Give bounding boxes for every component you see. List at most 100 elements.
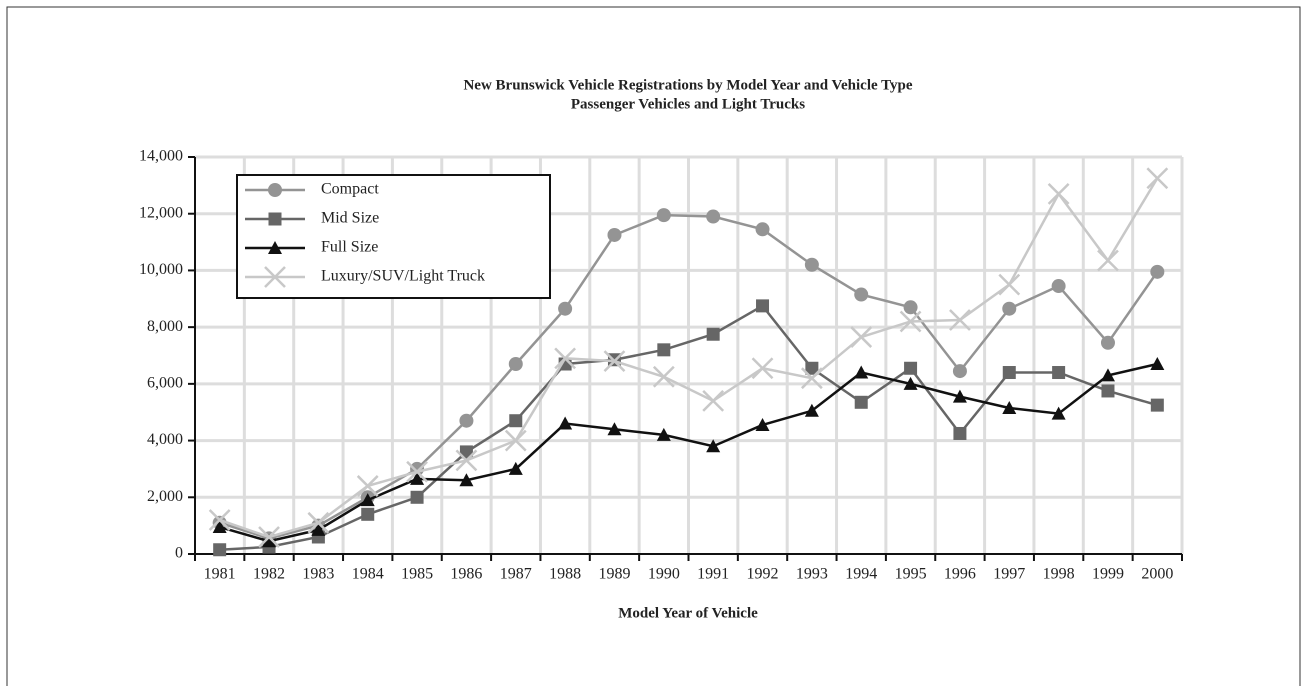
marker <box>1150 357 1165 371</box>
marker <box>998 273 1021 296</box>
x-tick-label: 1999 <box>1092 566 1124 583</box>
x-tick-label: 2000 <box>1141 566 1173 583</box>
marker <box>656 208 671 223</box>
marker <box>751 357 774 380</box>
legend-box <box>236 174 551 299</box>
y-tick-label: 14,000 <box>139 148 183 165</box>
marker <box>607 422 622 436</box>
marker <box>504 429 527 452</box>
legend-label: Full Size <box>321 239 378 256</box>
marker <box>953 426 967 440</box>
x-tick-label: 1986 <box>450 566 482 583</box>
marker <box>1002 400 1017 414</box>
marker <box>706 209 721 224</box>
marker <box>360 493 375 507</box>
x-tick-label: 1987 <box>500 566 532 583</box>
marker <box>508 357 523 372</box>
marker <box>1100 368 1115 382</box>
legend: Compact Mid Size Full Size Luxury/SUV/Light… <box>236 174 551 299</box>
x-tick-label: 1990 <box>648 566 680 583</box>
marker <box>904 361 918 375</box>
marker <box>804 257 819 272</box>
marker <box>652 365 675 388</box>
series-line <box>219 177 1159 539</box>
x-tick-label: 1982 <box>253 566 285 583</box>
marker <box>952 389 967 403</box>
y-tick-label: 6,000 <box>147 375 183 392</box>
marker <box>268 241 282 254</box>
x-tick-label: 1984 <box>352 566 384 583</box>
marker <box>307 511 330 534</box>
marker <box>657 343 671 357</box>
marker <box>706 327 720 341</box>
marker <box>1051 406 1066 420</box>
marker <box>258 526 280 548</box>
marker <box>1002 366 1016 380</box>
chart-title: New Brunswick Vehicle Registrations by M… <box>463 77 912 93</box>
x-tick-label: 1998 <box>1043 566 1075 583</box>
x-tick-label: 1989 <box>598 566 630 583</box>
marker <box>1101 384 1115 398</box>
x-tick-label: 1997 <box>993 566 1025 583</box>
marker <box>1052 366 1066 380</box>
marker <box>558 301 573 316</box>
marker <box>854 365 869 379</box>
marker <box>554 347 577 370</box>
marker <box>1150 264 1165 279</box>
y-tick-label: 12,000 <box>139 204 183 221</box>
marker <box>804 403 819 417</box>
legend-label: Mid Size <box>321 210 379 227</box>
marker <box>509 414 523 428</box>
series-line <box>219 362 1158 543</box>
marker <box>508 461 523 475</box>
x-tick-label: 1992 <box>747 566 779 583</box>
y-tick-label: 10,000 <box>139 261 183 278</box>
x-tick-label: 1981 <box>204 566 236 583</box>
marker <box>264 266 286 288</box>
marker <box>410 490 424 504</box>
marker <box>212 520 227 534</box>
x-tick-label: 1994 <box>845 566 877 583</box>
marker <box>706 439 721 453</box>
marker <box>854 287 869 302</box>
marker <box>1146 167 1169 190</box>
marker <box>702 389 725 412</box>
marker <box>952 364 967 379</box>
marker <box>459 473 474 487</box>
marker <box>805 361 819 375</box>
x-tick-label: 1991 <box>697 566 729 583</box>
x-tick-label: 1983 <box>302 566 334 583</box>
marker <box>656 427 671 441</box>
marker <box>268 212 282 226</box>
marker <box>361 507 375 521</box>
marker <box>455 449 478 472</box>
marker <box>1100 335 1115 350</box>
series-line <box>219 304 1158 551</box>
x-tick-label: 1993 <box>796 566 828 583</box>
marker <box>208 509 231 531</box>
marker <box>603 350 626 373</box>
marker <box>903 300 918 315</box>
marker <box>459 445 473 459</box>
x-tick-label: 1996 <box>944 566 976 583</box>
marker <box>268 183 282 197</box>
x-tick-label: 1988 <box>549 566 581 583</box>
marker <box>410 471 425 485</box>
x-tick-label: 1995 <box>895 566 927 583</box>
y-tick-label: 2,000 <box>147 488 183 505</box>
marker <box>949 309 971 331</box>
marker <box>899 310 922 333</box>
y-tick-label: 8,000 <box>147 318 183 335</box>
marker <box>1002 301 1017 316</box>
marker <box>1051 279 1066 294</box>
marker <box>755 222 770 237</box>
marker <box>854 395 868 409</box>
marker <box>850 326 873 348</box>
marker <box>903 376 918 390</box>
marker <box>1150 398 1164 412</box>
legend-label: Compact <box>321 181 379 198</box>
marker <box>356 475 379 497</box>
marker <box>1047 182 1070 205</box>
